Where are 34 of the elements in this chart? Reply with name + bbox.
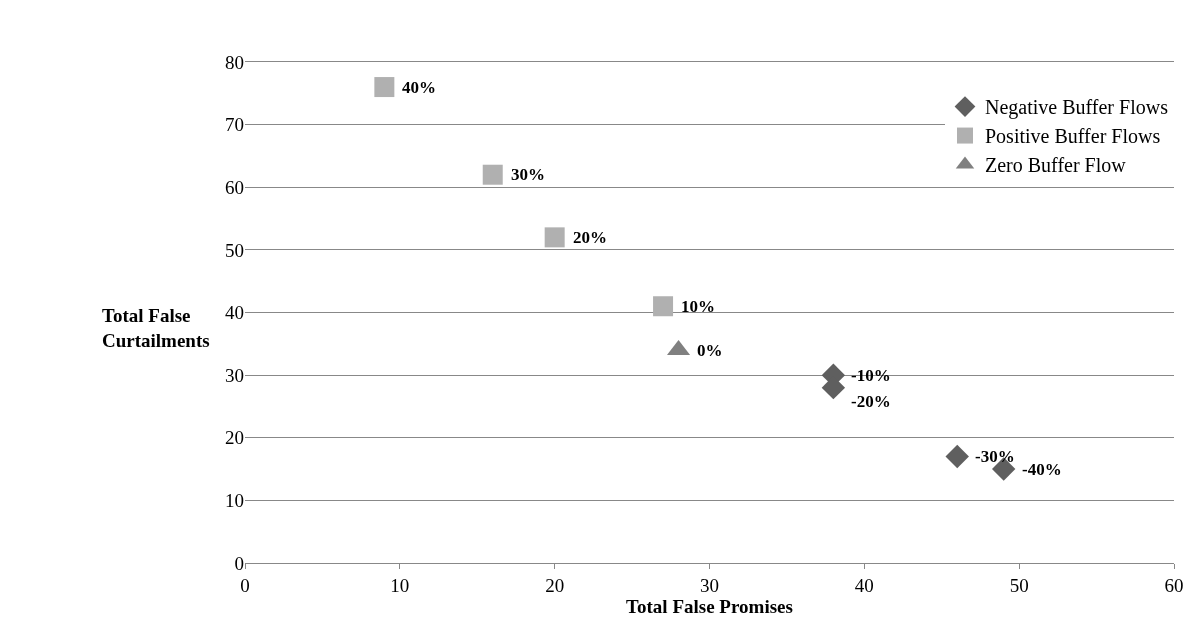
point	[544, 227, 565, 248]
annotation: 40%	[402, 78, 436, 97]
x-tick-label: 30	[700, 574, 719, 596]
legend-label: Negative Buffer Flows	[985, 96, 1169, 120]
point	[482, 164, 503, 185]
x-axis-title: Total False Promises	[626, 595, 793, 617]
annotation: 10%	[681, 297, 715, 316]
annotation: -30%	[975, 447, 1015, 466]
y-tick-label: 20	[225, 427, 244, 449]
x-tick-label: 60	[1164, 574, 1184, 596]
y-tick-label: 0	[234, 552, 244, 574]
legend-label: Zero Buffer Flow	[985, 154, 1127, 177]
annotation: 30%	[511, 165, 545, 184]
point	[945, 444, 969, 469]
y-tick-label: 10	[225, 490, 244, 512]
x-tick-label: 10	[390, 574, 410, 596]
y-tick-label: 60	[225, 176, 244, 198]
annotation: -40%	[1022, 460, 1062, 479]
annotation: 0%	[697, 341, 723, 360]
y-tick-label: 50	[225, 239, 244, 261]
y-tick-label: 70	[225, 114, 244, 136]
annotation: 20%	[573, 228, 607, 247]
y-tick-label: 40	[225, 302, 244, 324]
y-tick-label: 30	[225, 364, 244, 386]
x-tick-label: 40	[854, 574, 874, 596]
x-tick-label: 20	[545, 574, 565, 596]
point	[374, 77, 395, 98]
legend-label: Positive Buffer Flows	[985, 125, 1161, 148]
y-tick-label: 80	[225, 51, 244, 73]
point	[653, 296, 674, 317]
x-tick-label: 50	[1009, 574, 1029, 596]
y-axis-title: Total False Curtailments	[102, 305, 210, 351]
annotation: -10%	[851, 366, 891, 385]
annotation: -20%	[851, 392, 891, 411]
